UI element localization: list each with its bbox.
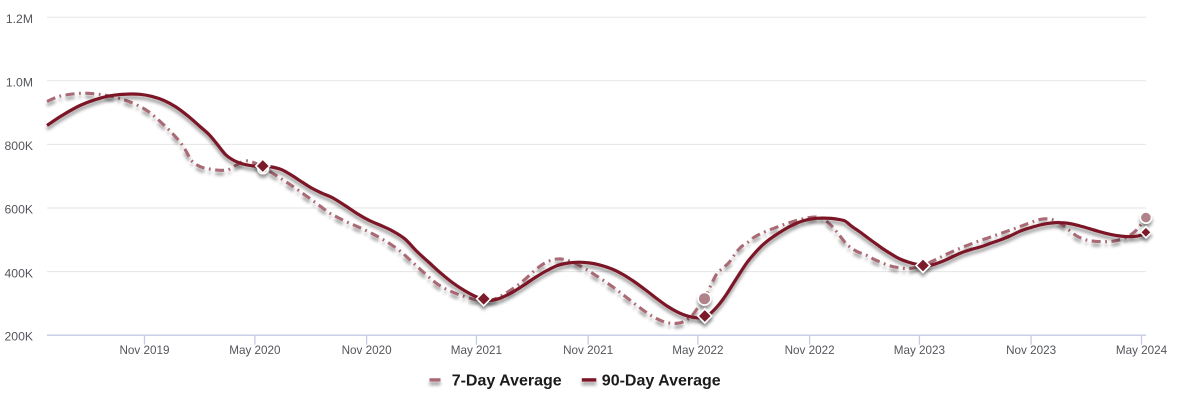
svg-text:May 2024: May 2024	[1116, 344, 1168, 357]
svg-text:May 2021: May 2021	[451, 344, 502, 357]
svg-text:1.0M: 1.0M	[6, 76, 33, 90]
svg-text:Nov 2019: Nov 2019	[119, 344, 169, 357]
svg-text:May 2022: May 2022	[672, 344, 723, 357]
svg-text:May 2020: May 2020	[229, 344, 281, 357]
svg-text:Nov 2022: Nov 2022	[785, 344, 835, 357]
svg-text:400K: 400K	[5, 266, 33, 280]
svg-text:7-Day Average: 7-Day Average	[452, 373, 562, 390]
svg-text:Nov 2020: Nov 2020	[342, 344, 393, 357]
svg-text:800K: 800K	[5, 139, 33, 153]
svg-text:May 2023: May 2023	[894, 344, 945, 357]
svg-text:90-Day Average: 90-Day Average	[602, 373, 721, 390]
svg-text:1.2M: 1.2M	[6, 12, 33, 26]
svg-text:600K: 600K	[5, 203, 33, 217]
svg-text:Nov 2023: Nov 2023	[1006, 344, 1056, 357]
svg-text:Nov 2021: Nov 2021	[563, 344, 613, 357]
svg-text:200K: 200K	[5, 330, 33, 344]
